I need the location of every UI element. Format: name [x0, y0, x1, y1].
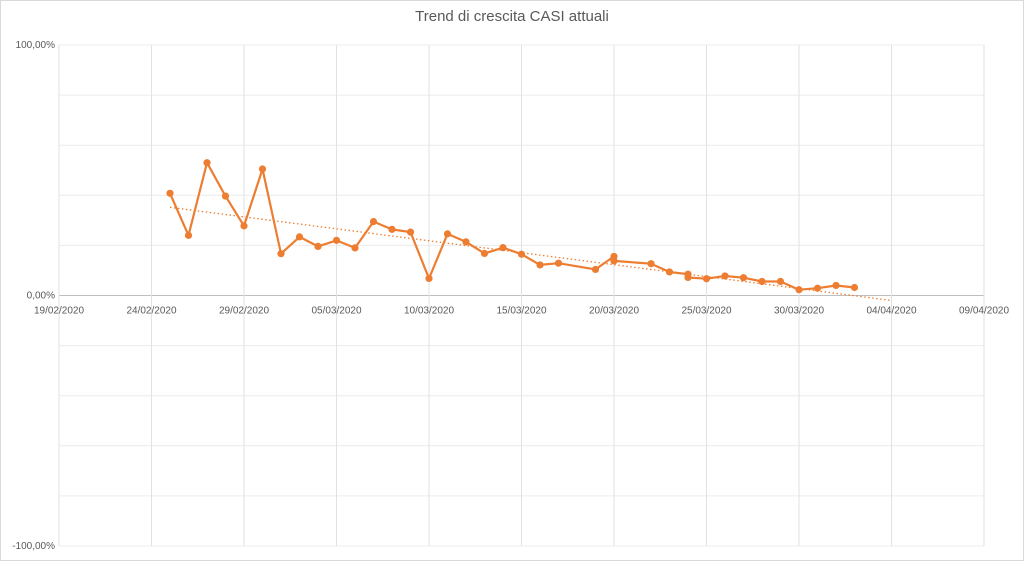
x-tick-label: 24/02/2020 [126, 306, 176, 317]
chart-title: Trend di crescita CASI attuali [415, 8, 609, 25]
x-tick-label: 15/03/2020 [496, 306, 546, 317]
data-point [665, 268, 674, 276]
x-tick-label: 20/03/2020 [589, 306, 639, 317]
y-tick-label: 0,00% [27, 291, 55, 302]
data-point [277, 250, 285, 258]
data-point [721, 272, 729, 280]
trendline-line [169, 206, 892, 302]
data-point [369, 218, 378, 226]
data-point [776, 277, 785, 286]
data-point [314, 242, 322, 251]
data-point [462, 238, 470, 246]
x-tick-label: 10/03/2020 [404, 306, 454, 317]
data-point [647, 260, 655, 268]
data-point [517, 250, 526, 258]
data-point [166, 189, 174, 197]
data-point [332, 236, 341, 244]
data-point [554, 259, 563, 267]
data-point [536, 261, 544, 269]
axis-tick-labels: 19/02/2020 24/02/2020 29/02/2020 05/03/2020… [12, 40, 1009, 552]
data-point [240, 222, 248, 230]
data-point [758, 277, 766, 286]
data-point [702, 275, 711, 283]
data-point [832, 281, 840, 290]
data-point [813, 284, 822, 292]
x-tick-label: 04/04/2020 [866, 306, 916, 317]
data-point [388, 225, 396, 233]
data-point [480, 249, 489, 258]
x-tick-label: 19/02/2020 [34, 306, 84, 317]
data-point [258, 165, 267, 173]
x-tick-label: 30/03/2020 [774, 306, 824, 317]
x-tick-label: 09/04/2020 [959, 306, 1009, 317]
x-tick-label: 29/02/2020 [219, 306, 269, 317]
data-point [684, 273, 692, 282]
data-point [406, 228, 415, 236]
y-tick-label: -100,00% [12, 541, 55, 552]
data-point [203, 159, 211, 167]
series-cases [166, 159, 859, 294]
data-point [739, 274, 748, 282]
data-point [795, 286, 803, 294]
data-point [351, 244, 359, 252]
data-point [850, 283, 859, 292]
series-line [168, 161, 855, 291]
data-point [443, 230, 452, 238]
x-tick-label: 05/03/2020 [311, 306, 361, 317]
x-tick-label: 25/03/2020 [681, 306, 731, 317]
data-point [184, 231, 193, 239]
data-point [499, 244, 507, 252]
data-point [610, 257, 618, 265]
data-point [295, 233, 304, 241]
grid-lines [58, 44, 985, 547]
data-point [425, 274, 433, 283]
y-tick-label: 100,00% [16, 40, 56, 51]
data-point [221, 192, 230, 200]
trendline [169, 206, 892, 302]
data-point [591, 265, 600, 274]
